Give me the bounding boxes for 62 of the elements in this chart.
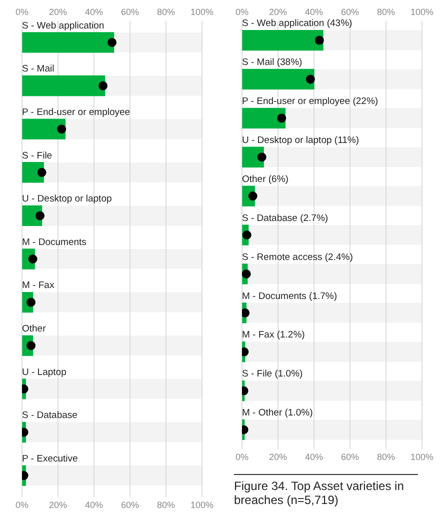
x2-tick-label: 40% — [304, 452, 324, 462]
y-tick-label: P - End-user or employee — [22, 106, 130, 118]
y-tick-label: S - Mail (38%) — [242, 57, 302, 68]
x2-tick-label: 60% — [120, 500, 140, 510]
y-tick-label: M - Other (1.0%) — [242, 408, 313, 419]
point — [257, 152, 266, 162]
point — [242, 230, 252, 240]
x-tick-label: 0% — [235, 6, 249, 17]
x-tick-label: 40% — [84, 6, 104, 17]
point — [242, 347, 249, 356]
x-tick-label: 60% — [340, 6, 360, 17]
bar — [242, 108, 286, 128]
x-tick-label: 100% — [410, 6, 434, 17]
x2-tick-label: 80% — [376, 452, 396, 462]
x-tick-label: 60% — [120, 6, 140, 17]
y-tick-label: Other (6%) — [242, 174, 288, 185]
y-tick-label: U - Desktop or laptop — [22, 194, 112, 205]
point — [242, 308, 250, 318]
x2-tick-label: 100% — [410, 452, 434, 462]
point — [57, 124, 66, 134]
point — [98, 81, 108, 90]
bar — [22, 118, 66, 140]
point — [306, 74, 315, 84]
x2-tick-label: 100% — [190, 500, 214, 510]
point — [314, 36, 324, 45]
y-tick-label: P - End-user or employee (22%) — [242, 96, 378, 108]
x-tick-label: 40% — [304, 6, 324, 17]
y-tick-label: S - Web application (43%) — [242, 18, 352, 30]
y-tick-label: Other — [22, 323, 46, 334]
y-tick-label: U - Desktop or laptop (11%) — [242, 134, 360, 146]
x-tick-label: 80% — [376, 6, 396, 17]
x2-tick-label: 0% — [235, 452, 249, 462]
y-tick-label: S - Remote access (2.4%) — [242, 252, 353, 263]
point — [108, 38, 116, 47]
caption: Figure 34. Top Asset varieties in breaches (n=5,719) — [234, 474, 418, 507]
x2-tick-label: 20% — [268, 452, 288, 462]
y-tick-label: S - File — [22, 150, 52, 162]
point — [36, 211, 44, 220]
x-tick-label: 80% — [156, 6, 176, 17]
x2-tick-label: 60% — [340, 452, 360, 462]
y-tick-label: M - Documents — [22, 236, 87, 248]
y-tick-label: S - Web application — [22, 20, 104, 32]
y-tick-label: U - Laptop — [22, 366, 66, 378]
x2-tick-label: 0% — [15, 500, 29, 510]
point — [277, 114, 286, 123]
x-tick-label: 20% — [268, 6, 288, 17]
y-tick-label: S - Database (2.7%) — [242, 212, 328, 224]
point — [37, 168, 46, 177]
x-tick-label: 100% — [190, 6, 214, 17]
x2-tick-label: 80% — [156, 500, 176, 510]
y-tick-label: S - File (1.0%) — [242, 368, 303, 380]
x2-tick-label: 20% — [48, 500, 68, 510]
point — [242, 269, 251, 278]
y-tick-label: P - Executive — [22, 453, 78, 464]
x-tick-label: 0% — [15, 6, 29, 17]
x2-tick-label: 40% — [84, 500, 104, 510]
y-tick-label: M - Fax — [22, 280, 54, 292]
y-tick-label: M - Fax (1.2%) — [242, 330, 305, 341]
y-tick-label: S - Database — [22, 410, 78, 422]
y-tick-label: M - Documents (1.7%) — [242, 290, 338, 302]
x-tick-label: 20% — [48, 6, 68, 17]
y-tick-label: S - Mail — [22, 64, 54, 75]
